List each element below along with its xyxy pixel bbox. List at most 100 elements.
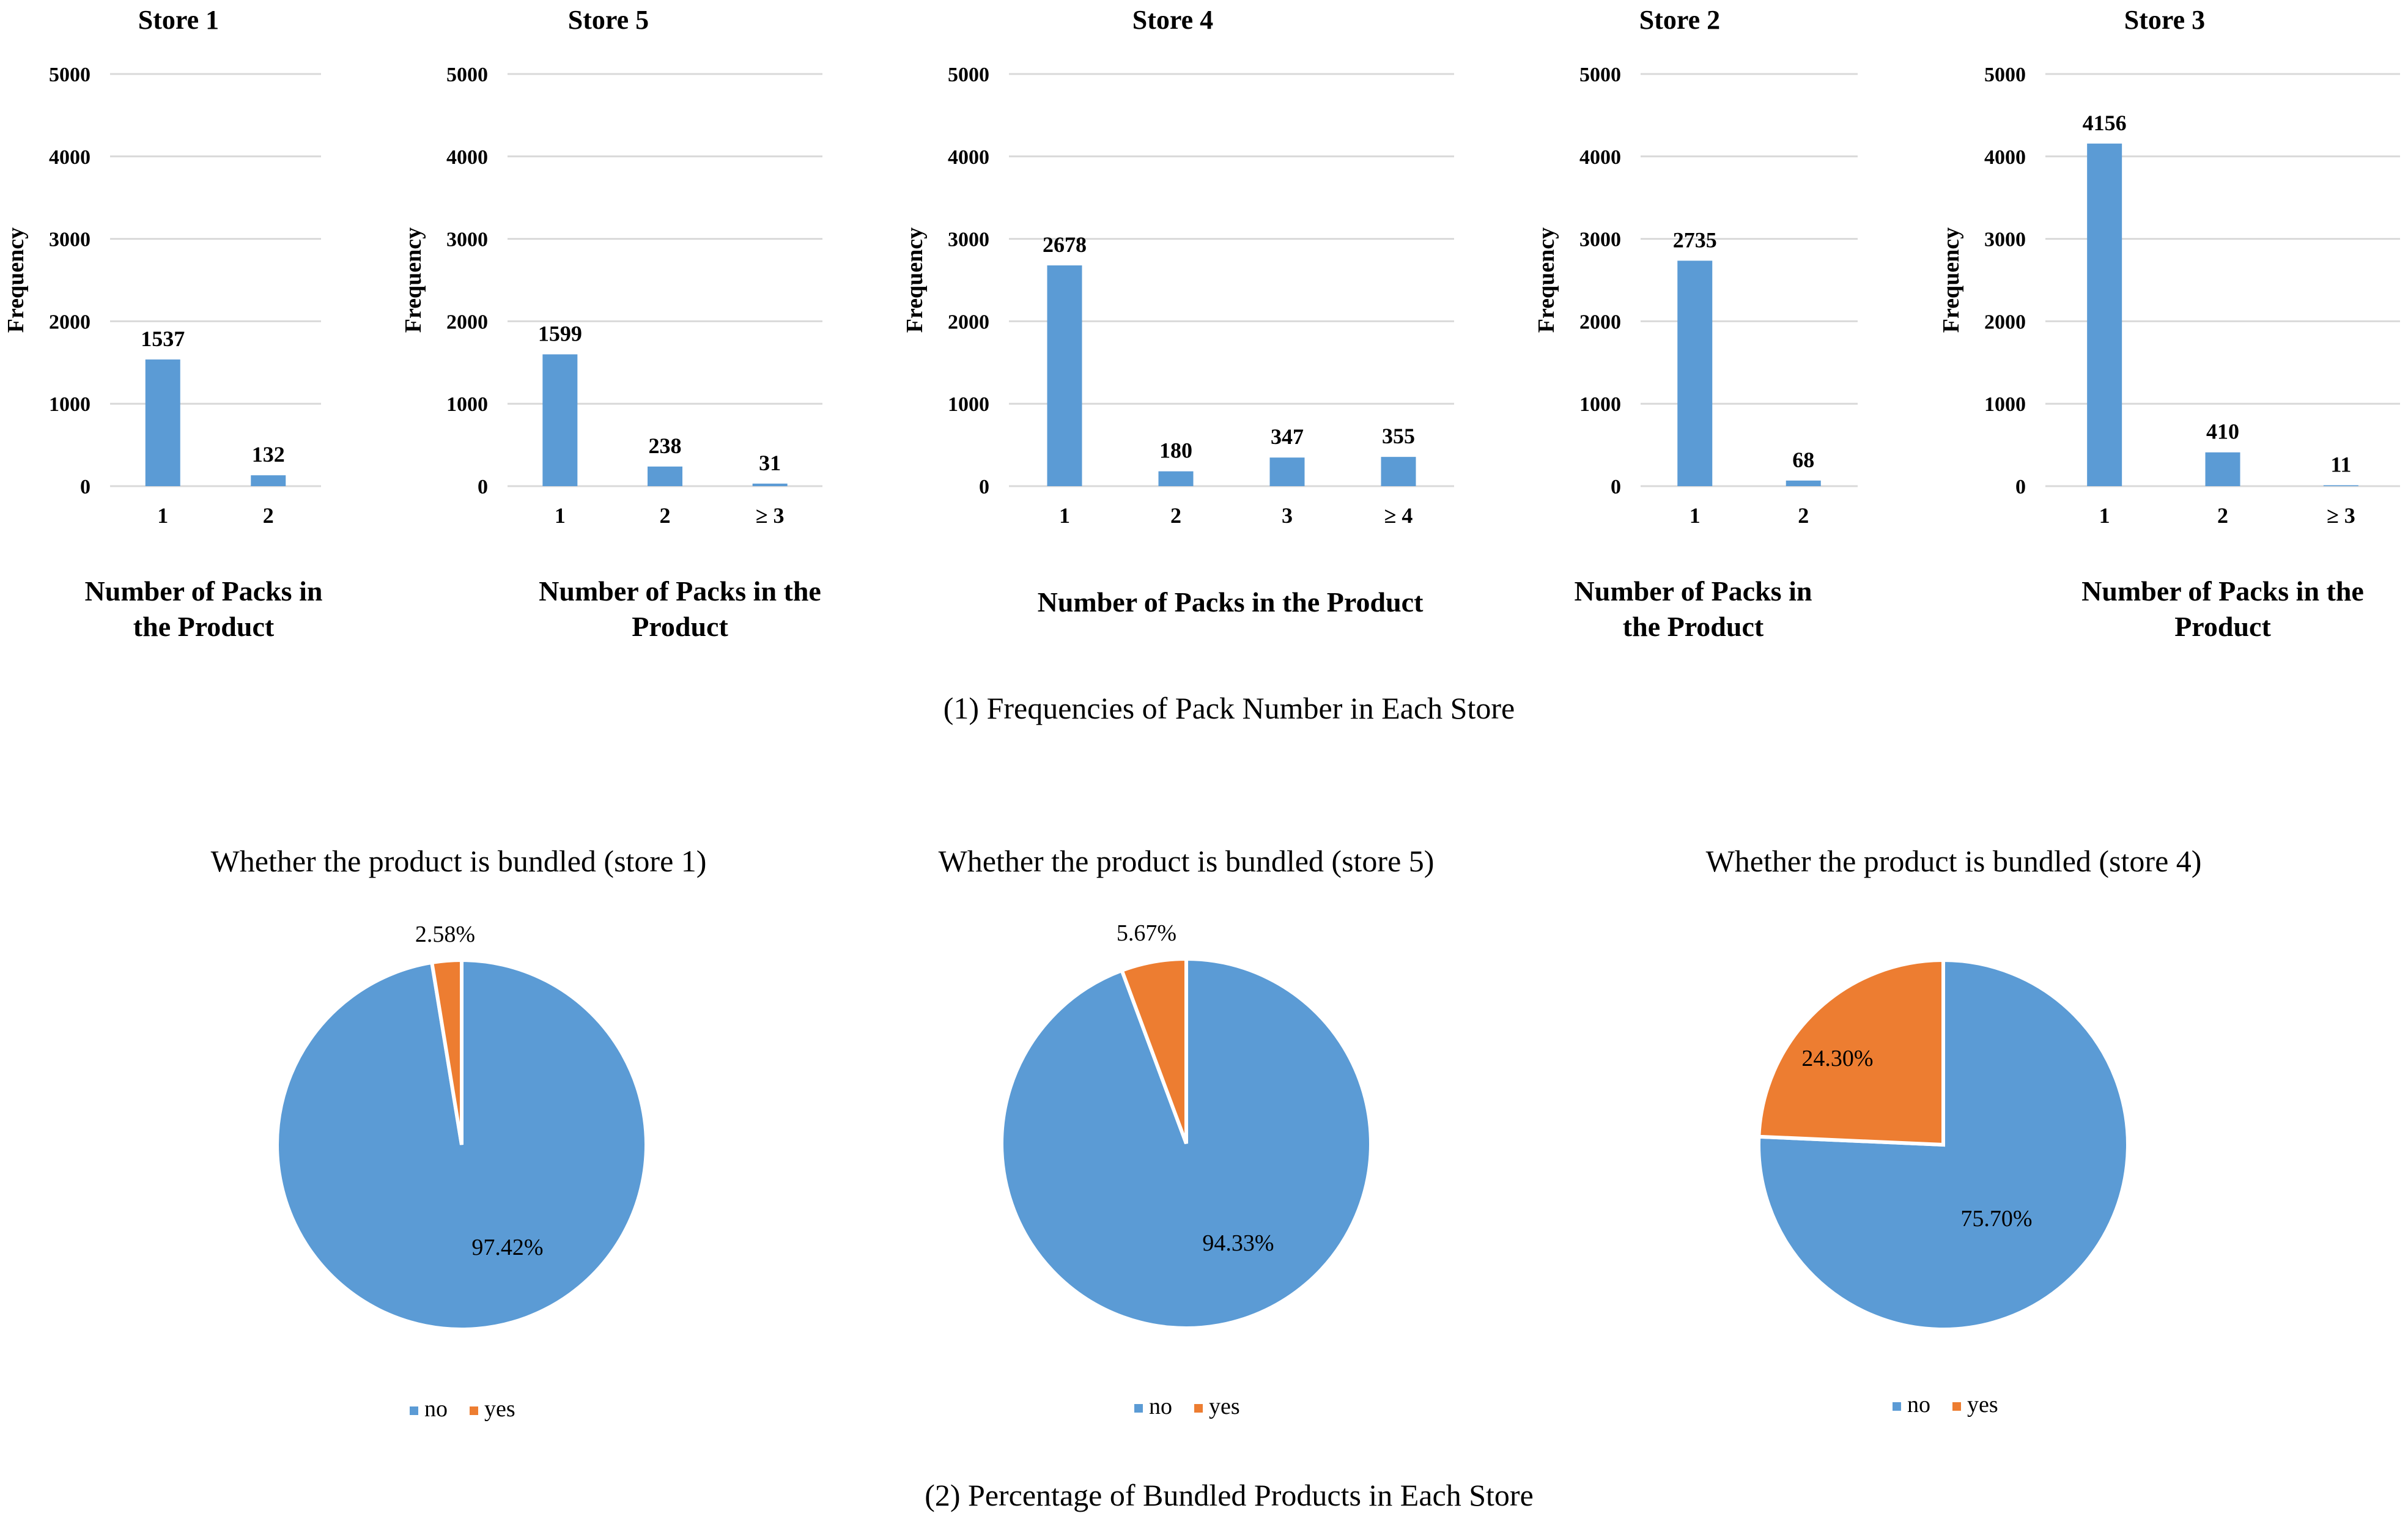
y-tick-label: 1000 (49, 393, 90, 416)
x-tick-label: 2 (1798, 503, 1809, 528)
y-tick-label: 0 (478, 476, 488, 498)
y-tick-label: 5000 (1984, 64, 2026, 86)
pie-label-no: 75.70% (1960, 1206, 2032, 1232)
y-tick-label: 5000 (446, 64, 488, 86)
y-axis-title: Frequency (1938, 227, 1964, 333)
y-tick-label: 2000 (49, 311, 90, 333)
x-axis-title-line: the Product (1623, 611, 1764, 642)
y-tick-label: 3000 (948, 229, 989, 251)
x-axis-title-line: Product (632, 611, 728, 642)
bar (648, 466, 682, 486)
y-tick-label: 1000 (1579, 393, 1621, 416)
x-axis-title-line: the Product (133, 611, 275, 642)
x-axis-title-line: Product (2174, 611, 2271, 642)
y-tick-label: 4000 (49, 146, 90, 169)
x-tick-label: 1 (1690, 503, 1701, 528)
x-tick-label: ≥ 4 (1384, 503, 1413, 528)
pie-label-yes: 24.30% (1801, 1046, 1873, 1071)
bar-chart-title: Store 1 (138, 5, 219, 35)
pie-chart-title: Whether the product is bundled (store 1) (211, 844, 707, 878)
bar (2087, 143, 2122, 487)
x-axis-title-line: Number of Packs in the (2081, 575, 2364, 607)
legend-swatch-yes (470, 1406, 478, 1415)
x-tick-label: ≥ 3 (2327, 503, 2355, 528)
y-tick-label: 0 (1611, 476, 1621, 498)
x-axis-title-line: Number of Packs in the (539, 575, 821, 607)
x-tick-label: 1 (555, 503, 566, 528)
x-axis-title-line: Number of Packs in (85, 575, 323, 607)
y-tick-label: 5000 (49, 64, 90, 86)
x-tick-label: 1 (1059, 503, 1070, 528)
y-axis-title: Frequency (1534, 227, 1559, 333)
y-tick-label: 2000 (948, 311, 989, 333)
y-tick-label: 3000 (446, 229, 488, 251)
bar (542, 354, 578, 486)
legend-label-yes: yes (484, 1396, 515, 1422)
legend-swatch-no (410, 1406, 418, 1415)
y-tick-label: 0 (80, 476, 90, 498)
bar (1381, 457, 1416, 486)
y-tick-label: 4000 (1579, 146, 1621, 169)
legend-swatch-yes (1952, 1402, 1961, 1411)
bar-chart-title: Store 5 (568, 5, 649, 35)
x-axis-title-line: Number of Packs in the Product (1038, 586, 1424, 618)
pie-slice-yes (1757, 958, 1945, 1147)
x-tick-label: 2 (1170, 503, 1181, 528)
panel1-caption: (1) Frequencies of Pack Number in Each S… (944, 691, 1515, 725)
y-tick-label: 4000 (1984, 146, 2026, 169)
x-tick-label: 2 (263, 503, 274, 528)
bar-value-label: 31 (759, 451, 781, 475)
bar (1269, 457, 1305, 486)
y-tick-label: 2000 (1984, 311, 2026, 333)
pie-chart-title: Whether the product is bundled (store 5) (939, 844, 1435, 878)
bar (2205, 452, 2240, 486)
y-tick-label: 1000 (948, 393, 989, 416)
pie-label-yes: 5.67% (1117, 920, 1176, 946)
x-tick-label: 3 (1282, 503, 1293, 528)
bar (1047, 265, 1082, 486)
pie-label-yes: 2.58% (415, 922, 475, 947)
y-tick-label: 1000 (1984, 393, 2026, 416)
y-tick-label: 5000 (948, 64, 989, 86)
bar-value-label: 347 (1271, 424, 1304, 449)
bar (752, 483, 788, 486)
bar-value-label: 4156 (2083, 111, 2127, 135)
x-tick-label: 2 (660, 503, 671, 528)
bar-value-label: 180 (1159, 438, 1192, 463)
bar (1786, 480, 1821, 486)
bar-chart-title: Store 2 (1639, 5, 1720, 35)
x-tick-label: 2 (2217, 503, 2228, 528)
bar-value-label: 238 (649, 434, 682, 458)
y-tick-label: 3000 (1984, 229, 2026, 251)
x-tick-label: ≥ 3 (756, 503, 785, 528)
y-tick-label: 1000 (446, 393, 488, 416)
bar (251, 475, 286, 486)
legend-label-no: no (424, 1396, 448, 1422)
panel2-caption: (2) Percentage of Bundled Products in Ea… (925, 1478, 1534, 1512)
y-tick-label: 0 (2015, 476, 2026, 498)
x-tick-label: 1 (157, 503, 168, 528)
legend-swatch-no (1134, 1404, 1143, 1413)
y-axis-title: Frequency (401, 227, 426, 333)
y-tick-label: 5000 (1579, 64, 1621, 86)
bar (1158, 471, 1194, 486)
legend-swatch-no (1893, 1402, 1901, 1411)
bar-value-label: 2678 (1043, 232, 1087, 257)
bar (1677, 261, 1713, 486)
legend-label-no: no (1907, 1392, 1930, 1417)
y-tick-label: 0 (979, 476, 989, 498)
y-tick-label: 3000 (1579, 229, 1621, 251)
bar-value-label: 1537 (141, 327, 185, 351)
y-tick-label: 2000 (446, 311, 488, 333)
bar-value-label: 2735 (1673, 227, 1717, 252)
y-tick-label: 3000 (49, 229, 90, 251)
bar-value-label: 1599 (538, 321, 582, 346)
pie-chart-title: Whether the product is bundled (store 4) (1706, 844, 2202, 878)
x-axis-title-line: Number of Packs in (1575, 575, 1812, 607)
x-tick-label: 1 (2099, 503, 2110, 528)
bar-value-label: 68 (1792, 448, 1814, 472)
legend-label-no: no (1149, 1394, 1172, 1419)
bar-chart-title: Store 4 (1132, 5, 1213, 35)
legend-swatch-yes (1194, 1404, 1203, 1413)
